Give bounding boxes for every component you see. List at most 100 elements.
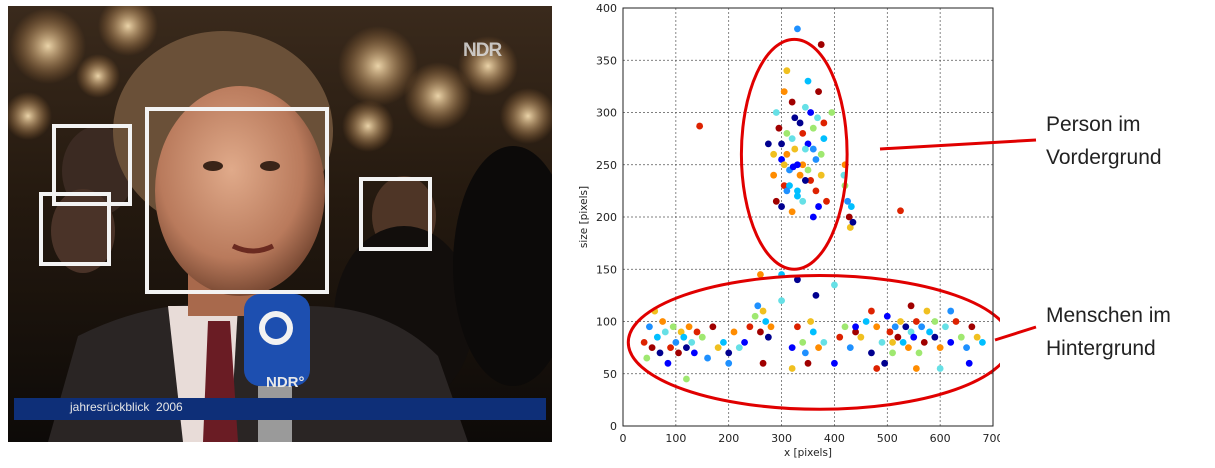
data-point	[820, 339, 828, 346]
data-point	[683, 375, 690, 383]
outlier-point	[897, 207, 904, 215]
data-point	[789, 163, 797, 171]
data-point	[783, 187, 791, 195]
data-point	[841, 323, 849, 331]
data-point	[899, 339, 907, 346]
data-point	[809, 213, 817, 221]
x-tick-label: 400	[824, 432, 845, 445]
data-point	[836, 333, 844, 341]
data-point	[912, 318, 920, 325]
data-point	[778, 156, 785, 163]
data-point	[778, 297, 785, 304]
data-point	[688, 339, 696, 346]
data-point	[788, 98, 796, 106]
data-point	[661, 328, 669, 336]
data-point	[759, 307, 767, 315]
channel-logo: NDR	[463, 40, 502, 61]
data-point	[828, 109, 836, 116]
data-point	[754, 302, 762, 310]
face-size-scatter-chart: 0 100 200 300 400 500 600 700 0 50 100 150 200 250 300…	[578, 2, 1000, 459]
y-tick-label: 200	[596, 211, 617, 224]
x-tick-label: 100	[665, 432, 686, 445]
data-point	[780, 88, 788, 95]
data-point	[815, 203, 822, 210]
data-point	[862, 318, 870, 325]
data-point	[846, 344, 854, 352]
data-point	[831, 359, 838, 367]
face-detection-box	[145, 107, 329, 294]
data-point	[709, 323, 717, 331]
data-point	[656, 349, 664, 357]
annotation-person-line2: Vordergrund	[1046, 146, 1162, 169]
data-point	[881, 359, 889, 367]
broadcast-scene-image	[8, 6, 552, 442]
data-point	[915, 349, 923, 357]
caption-text: jahresrückblick 2006	[70, 400, 183, 414]
x-tick-label: 600	[930, 432, 951, 445]
data-point	[920, 339, 928, 346]
y-tick-label: 150	[596, 263, 617, 276]
data-point	[804, 166, 812, 174]
data-point	[770, 171, 778, 179]
data-point	[907, 302, 915, 310]
y-tick-label: 250	[596, 159, 617, 172]
annotation-people-background: Menschen im Hintergrund	[1046, 299, 1171, 365]
data-point	[804, 77, 812, 85]
data-point	[672, 339, 680, 346]
data-point	[778, 140, 785, 148]
data-point	[751, 312, 759, 320]
data-point	[794, 323, 801, 331]
y-tick-label: 400	[596, 2, 617, 15]
data-point	[831, 281, 838, 289]
data-point	[786, 182, 793, 190]
data-point	[868, 349, 875, 357]
data-point	[965, 359, 973, 367]
data-point	[807, 318, 815, 325]
data-point	[698, 333, 706, 341]
data-point	[683, 344, 690, 352]
data-point	[857, 333, 865, 341]
data-point	[799, 197, 807, 205]
data-point	[820, 119, 828, 127]
data-point	[820, 135, 828, 143]
cluster-ellipses	[626, 37, 1000, 411]
data-point	[685, 323, 693, 331]
cluster-ellipse-foreground	[739, 37, 849, 271]
data-point	[780, 161, 788, 169]
data-point	[936, 365, 944, 372]
data-point	[891, 323, 899, 331]
data-point	[817, 171, 825, 179]
data-point	[873, 323, 881, 331]
data-point	[788, 135, 796, 143]
data-point	[807, 109, 815, 116]
data-point	[799, 339, 807, 346]
annotation-person-line1: Person im	[1046, 113, 1141, 136]
data-point	[812, 291, 820, 299]
data-point	[973, 333, 981, 341]
chart-grid	[623, 8, 993, 426]
data-point	[796, 119, 804, 127]
video-frame: NDR NDR° jahresrückblick 2006	[8, 6, 552, 442]
data-point	[817, 41, 825, 48]
data-point	[794, 276, 801, 284]
data-point	[725, 349, 733, 357]
data-point	[923, 307, 931, 315]
data-point	[801, 177, 809, 184]
x-tick-label: 500	[877, 432, 898, 445]
data-point	[772, 197, 780, 205]
outlier-point	[696, 122, 704, 130]
data-point	[640, 339, 648, 346]
y-tick-label: 100	[596, 316, 617, 329]
face-detection-box	[52, 124, 132, 206]
data-point	[704, 354, 711, 362]
data-point	[791, 114, 799, 122]
data-point	[852, 328, 859, 336]
data-point	[942, 323, 949, 331]
data-point	[762, 318, 770, 325]
y-axis-label: size [pixels]	[578, 186, 590, 248]
data-point	[735, 344, 743, 352]
data-point	[653, 333, 661, 341]
annotation-background-line1: Menschen im	[1046, 304, 1171, 327]
data-point	[905, 344, 912, 352]
data-point	[968, 323, 976, 331]
